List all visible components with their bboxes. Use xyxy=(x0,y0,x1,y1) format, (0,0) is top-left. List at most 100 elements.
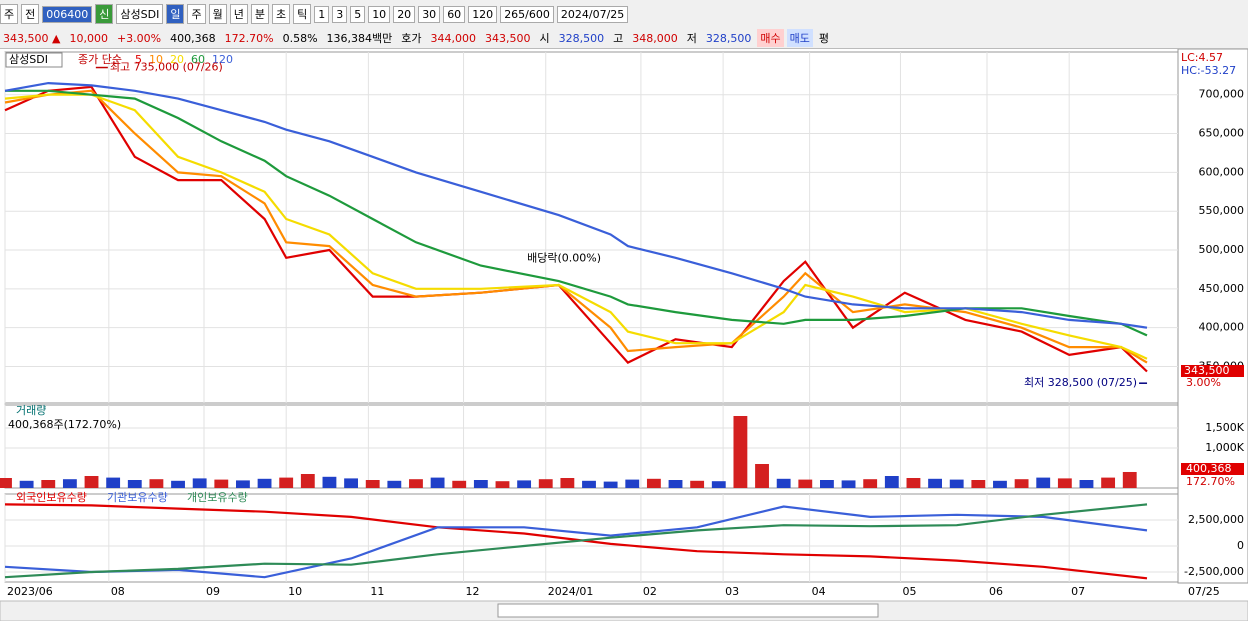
toolbar-button[interactable]: 120 xyxy=(468,5,498,23)
volume-bar xyxy=(344,478,358,488)
legend-prefix: 종가 단순 xyxy=(78,53,122,66)
volume-bar xyxy=(279,477,294,488)
volume-bar xyxy=(863,479,878,488)
info-item: 0.58% xyxy=(282,31,318,45)
volume-bar xyxy=(993,480,1007,488)
volume-bar xyxy=(711,481,726,488)
volume-bar xyxy=(84,476,99,488)
toolbar-button[interactable]: 60 xyxy=(443,5,466,23)
toolbar-button[interactable]: 006400 xyxy=(42,5,93,23)
volume-bar xyxy=(0,478,12,488)
toolbar-button[interactable]: 분 xyxy=(250,4,269,24)
volume-bar xyxy=(214,479,229,488)
x-tick-label: 05 xyxy=(902,585,916,598)
y-tick-label: 0 xyxy=(1237,539,1244,552)
volume-bar xyxy=(106,477,121,488)
info-item: 343,500 xyxy=(485,31,531,45)
series-line xyxy=(4,503,1148,579)
toolbar-button[interactable]: 5 xyxy=(350,5,366,23)
volume-bar xyxy=(387,480,402,488)
toolbar-button[interactable]: 년 xyxy=(229,4,248,24)
volume-bar xyxy=(690,480,705,488)
volume-bar xyxy=(409,479,423,488)
legend-entry: 120 xyxy=(212,53,233,66)
toolbar-button[interactable]: 신 xyxy=(95,4,114,24)
volume-bar xyxy=(19,480,34,488)
y-tick-label: 700,000 xyxy=(1199,88,1245,101)
info-item: 172.70% xyxy=(224,31,274,45)
indicator-label: HC:-53.27 xyxy=(1181,64,1236,77)
toolbar-button[interactable]: 10 xyxy=(368,5,391,23)
volume-bar xyxy=(127,480,142,488)
y-tick-label: 600,000 xyxy=(1199,165,1245,178)
info-item[interactable]: 매도 xyxy=(786,29,813,47)
toolbar-button[interactable]: 전 xyxy=(21,4,40,24)
volume-bar xyxy=(300,474,315,488)
volume-bar xyxy=(884,476,899,488)
toolbar-button[interactable]: 초 xyxy=(271,4,291,24)
volume-bar xyxy=(928,478,942,488)
info-item: 고 xyxy=(613,32,624,45)
volume-bar xyxy=(603,481,618,488)
info-item: +3.00% xyxy=(116,31,162,45)
info-item: 저 xyxy=(686,32,697,45)
x-tick-label: 06 xyxy=(989,585,1003,598)
volume-bar xyxy=(171,480,185,488)
volume-bar xyxy=(473,480,488,488)
volume-bar xyxy=(582,480,596,488)
toolbar-button[interactable]: 월 xyxy=(208,4,227,24)
toolbar-button[interactable]: 주 xyxy=(187,4,206,24)
toolbar-button[interactable]: 1 xyxy=(314,5,330,23)
toolbar-button[interactable]: 20 xyxy=(393,5,416,23)
x-tick-label: 08 xyxy=(111,585,125,598)
volume-bar xyxy=(495,481,510,488)
volume-bar xyxy=(41,480,56,488)
info-item[interactable]: 평 xyxy=(818,32,830,45)
toolbar-button[interactable]: 2024/07/25 xyxy=(556,5,629,23)
volume-bar xyxy=(733,416,748,488)
info-item[interactable]: 매수 xyxy=(757,29,784,47)
info-item: 호가 xyxy=(401,32,422,45)
x-tick-label: 2024/01 xyxy=(548,585,594,598)
y-tick-label: 550,000 xyxy=(1199,204,1245,217)
info-item: 136,384백만 xyxy=(326,32,393,45)
volume-bar xyxy=(798,479,813,488)
scroll-thumb[interactable] xyxy=(497,603,879,618)
legend-entry: 20 xyxy=(170,53,184,66)
y-tick-label: 400,000 xyxy=(1199,321,1245,334)
legend-entry: 60 xyxy=(191,53,205,66)
volume-bar xyxy=(538,479,553,488)
y-tick-label: 650,000 xyxy=(1199,127,1245,140)
indicator-label: LC:4.57 xyxy=(1181,51,1223,64)
last-price-box xyxy=(1181,365,1244,377)
y-tick-label: -2,500,000 xyxy=(1184,565,1244,578)
toolbar-button[interactable]: 삼성SDI xyxy=(116,4,164,24)
volume-bar xyxy=(755,464,769,488)
x-tick-label: 10 xyxy=(288,585,302,598)
info-item: 시 xyxy=(539,32,550,45)
info-item: 343,500 ▲ xyxy=(3,31,61,45)
panel-subtitle: 400,368주(172.70%) xyxy=(8,418,121,431)
toolbar-button[interactable]: 30 xyxy=(418,5,441,23)
series-line xyxy=(5,89,1148,337)
toolbar-button[interactable]: 주 xyxy=(0,4,19,24)
toolbar: 주 전 006400 신 삼성SDI 일 주 월 년 분 초 틱 1 3 5 10 20 30 60 120 265/6… xyxy=(0,0,1248,29)
volume-bar xyxy=(1036,477,1051,488)
toolbar-button[interactable]: 일 xyxy=(166,4,185,24)
toolbar-button[interactable]: 3 xyxy=(332,5,348,23)
last-volume-box xyxy=(1181,463,1244,475)
series-line xyxy=(4,505,1148,579)
toolbar-button[interactable]: 틱 xyxy=(293,4,312,24)
volume-bar xyxy=(322,476,337,488)
volume-bar xyxy=(1122,471,1137,488)
stock-label: 삼성SDI xyxy=(9,53,48,66)
info-item: 344,000 xyxy=(430,31,477,45)
legend-entry: 기관보유수량 xyxy=(107,491,168,504)
toolbar-button[interactable]: 265/600 xyxy=(500,5,554,23)
x-tick-label: 03 xyxy=(725,585,739,598)
y-tick-label: 1,000K xyxy=(1205,441,1244,454)
legend-entry: 개인보유수량 xyxy=(187,491,248,504)
series-line xyxy=(4,503,1148,580)
volume-bar xyxy=(820,480,834,488)
